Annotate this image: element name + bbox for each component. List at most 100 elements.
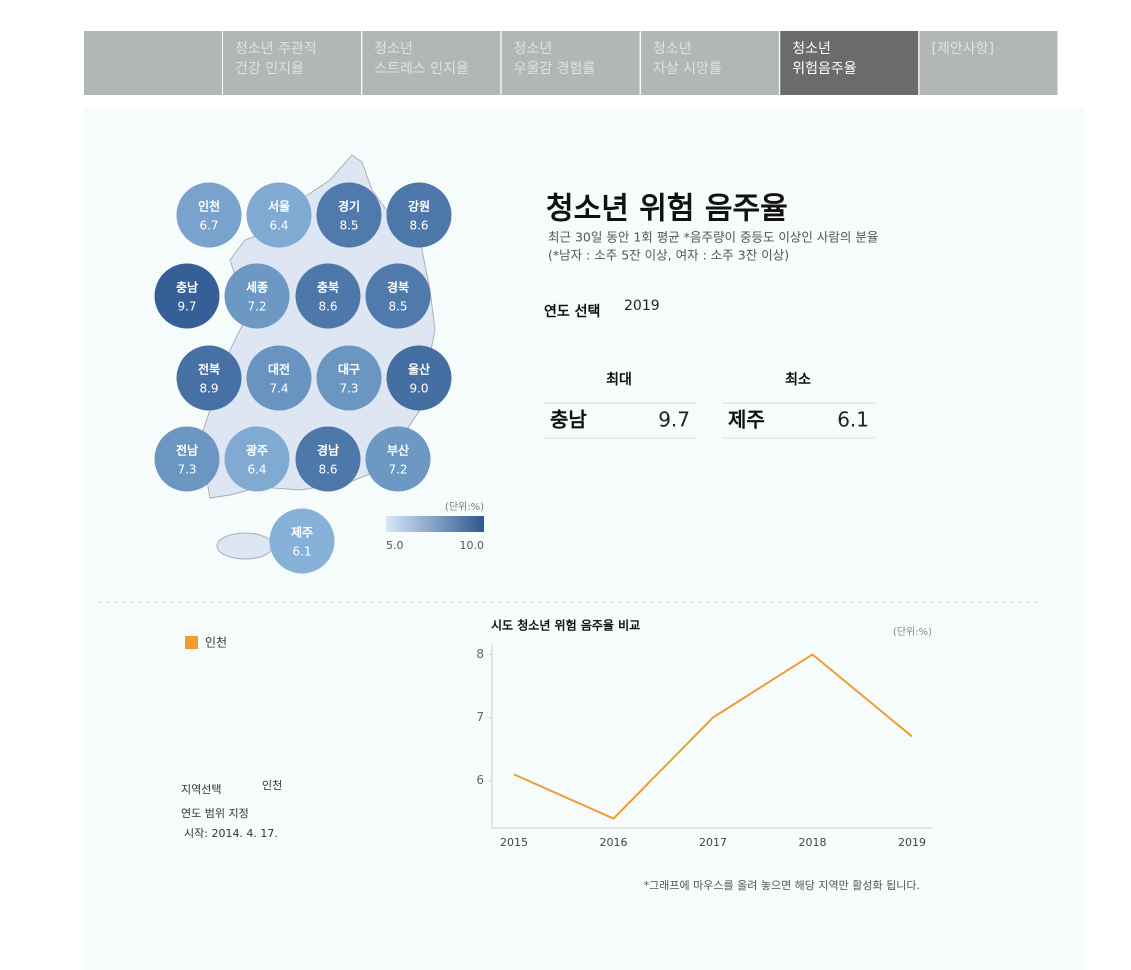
info-title: 청소년 위험 음주율 [546, 192, 788, 227]
region-bubble[interactable] [246, 345, 312, 411]
region-bubble[interactable] [386, 182, 452, 248]
region-value: 7.4 [269, 382, 288, 396]
region-value: 8.5 [388, 300, 407, 314]
region-value: 8.6 [318, 300, 337, 314]
nav-tab-label: 우울감 경험률 [514, 61, 596, 77]
region-value: 8.6 [318, 463, 337, 477]
region-value: 6.4 [269, 219, 288, 233]
legend-label: 인천 [205, 635, 227, 650]
min-label: 최소 [785, 372, 811, 388]
nav-tab-label: 건강 인지율 [235, 61, 304, 77]
nav-tab-label: 청소년 [374, 41, 413, 57]
nav-tab-label: 청소년 [653, 41, 692, 57]
range-start[interactable]: 시작: 2014. 4. 17. [184, 827, 278, 840]
x-tick-label: 2018 [799, 836, 827, 849]
x-tick-label: 2015 [500, 836, 528, 849]
legend-swatch [185, 636, 198, 649]
region-bubble[interactable] [269, 508, 335, 574]
region-name: 대구 [338, 363, 360, 377]
region-value: 9.0 [409, 382, 428, 396]
max-region: 충남 [550, 408, 587, 432]
legend-min: 5.0 [386, 539, 404, 552]
region-value: 8.5 [339, 219, 358, 233]
region-name: 전남 [176, 443, 198, 458]
y-tick-label: 7 [476, 710, 484, 724]
max-label: 최대 [606, 372, 632, 388]
nav-tab[interactable] [780, 31, 919, 95]
nav-tab-label: [제안사항] [932, 41, 994, 57]
region-name: 부산 [387, 443, 409, 458]
range-label: 연도 범위 지정 [181, 807, 249, 820]
region-bubble[interactable] [365, 263, 431, 329]
nav-blank [84, 31, 222, 95]
region-bubble[interactable] [365, 426, 431, 492]
region-bubble[interactable] [316, 345, 382, 411]
chart-title: 시도 청소년 위험 음주율 비교 [491, 618, 640, 633]
nav-tab-label: 청소년 [514, 41, 553, 57]
region-bubble[interactable] [176, 182, 242, 248]
nav-tab[interactable] [501, 31, 640, 95]
nav-tab-label: 청소년 [792, 41, 831, 57]
region-name: 강원 [408, 200, 430, 214]
min-value: 6.1 [837, 408, 869, 432]
region-name: 제주 [291, 526, 313, 540]
y-tick-label: 8 [476, 647, 484, 661]
nav-tab[interactable] [640, 31, 779, 95]
nav-tab-label: 청소년 주관적 [235, 41, 317, 57]
region-bubble[interactable] [295, 426, 361, 492]
series-line[interactable] [513, 653, 913, 820]
region-bubble[interactable] [154, 263, 220, 329]
region-name: 충남 [176, 280, 198, 295]
min-region: 제주 [728, 408, 765, 432]
year-label: 연도 선택 [544, 303, 600, 320]
region-bubble[interactable] [224, 426, 290, 492]
region-value: 7.2 [247, 300, 266, 314]
region-bubble[interactable] [316, 182, 382, 248]
region-name: 인천 [198, 199, 220, 214]
year-select[interactable]: 2019 [624, 298, 660, 314]
region-value: 6.7 [199, 219, 218, 233]
x-tick-label: 2016 [600, 836, 628, 849]
region-value: 7.2 [388, 463, 407, 477]
region-value: 7.3 [339, 382, 358, 396]
region-bubble[interactable] [295, 263, 361, 329]
legend-unit: (단위:%) [445, 500, 484, 513]
region-name: 전북 [198, 362, 220, 377]
info-description: 최근 30일 동안 1회 평균 *음주량이 중등도 이상인 사람의 분율 [548, 230, 878, 245]
jeju-island [216, 532, 274, 560]
region-bubble[interactable] [154, 426, 220, 492]
region-value: 7.3 [177, 463, 196, 477]
legend-max: 10.0 [460, 539, 485, 552]
region-value: 6.4 [247, 463, 266, 477]
x-tick-label: 2017 [699, 836, 727, 849]
region-label: 지역선택 [181, 783, 221, 796]
nav-tab-label: 자살 시망률 [653, 61, 722, 77]
color-legend [386, 516, 484, 532]
nav-tab[interactable] [362, 31, 501, 95]
region-name: 세종 [246, 280, 268, 295]
region-name: 대전 [268, 362, 290, 377]
region-value: 8.9 [199, 382, 218, 396]
region-select[interactable]: 인천 [262, 778, 282, 792]
chart-unit: (단위:%) [893, 625, 932, 638]
x-tick-label: 2019 [898, 836, 926, 849]
y-tick-label: 6 [476, 773, 484, 787]
region-name: 서울 [268, 199, 290, 214]
max-value: 9.7 [658, 408, 690, 432]
region-name: 광주 [246, 443, 268, 458]
region-bubble[interactable] [176, 345, 242, 411]
region-value: 6.1 [292, 545, 311, 559]
region-name: 충북 [317, 280, 339, 295]
region-bubble[interactable] [386, 345, 452, 411]
nav-tab-label: 스트레스 인지율 [374, 61, 469, 77]
nav-tab[interactable] [919, 31, 1058, 95]
region-bubble[interactable] [246, 182, 312, 248]
region-value: 9.7 [177, 300, 196, 314]
region-name: 경기 [338, 199, 360, 214]
region-name: 경남 [317, 443, 339, 458]
chart-note: *그래프에 마우스를 올려 놓으면 해당 지역만 활성화 됩니다. [644, 878, 920, 892]
nav-tab[interactable] [223, 31, 361, 95]
nav-tab-label: 위험음주율 [792, 61, 857, 77]
region-bubble[interactable] [224, 263, 290, 329]
